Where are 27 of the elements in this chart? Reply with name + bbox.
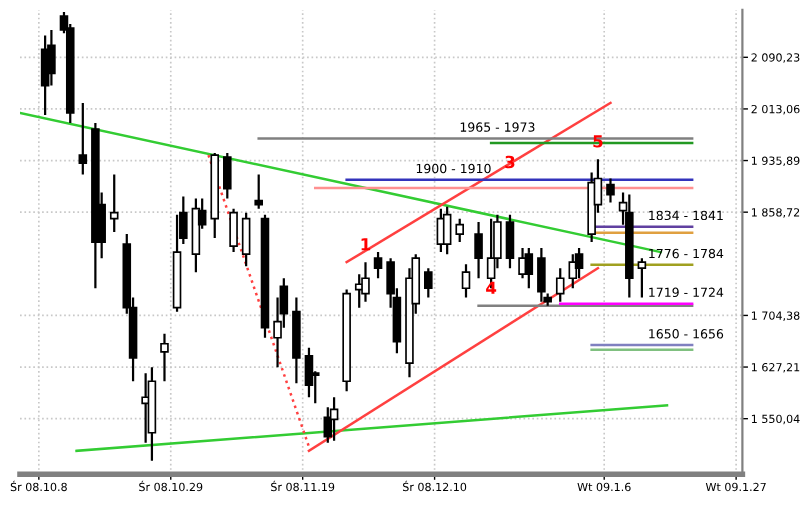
candlestick	[292, 296, 301, 385]
candlestick	[78, 101, 88, 176]
candlestick	[373, 251, 383, 280]
candlestick	[606, 177, 615, 204]
candlestick	[361, 261, 370, 303]
candlestick	[160, 332, 169, 383]
annotation: 1	[361, 238, 371, 251]
candlestick	[555, 267, 565, 303]
candlestick	[442, 205, 452, 256]
candlestick	[223, 152, 232, 200]
candlestick	[637, 257, 647, 299]
candlestick	[505, 213, 515, 270]
candlestick	[455, 217, 465, 244]
annotation: 4	[486, 281, 497, 294]
candlestick	[461, 263, 471, 299]
candlestick	[524, 247, 534, 290]
candlestick	[241, 211, 251, 268]
candlestick	[229, 207, 238, 254]
candlestick	[109, 173, 119, 234]
candlestick	[424, 267, 433, 299]
candlestick	[329, 396, 339, 442]
candlestick	[304, 346, 314, 399]
candlestick	[574, 247, 584, 280]
candlestick	[537, 247, 546, 303]
candlestick	[486, 217, 496, 290]
candlestick	[474, 220, 483, 280]
candlestick	[254, 173, 263, 210]
